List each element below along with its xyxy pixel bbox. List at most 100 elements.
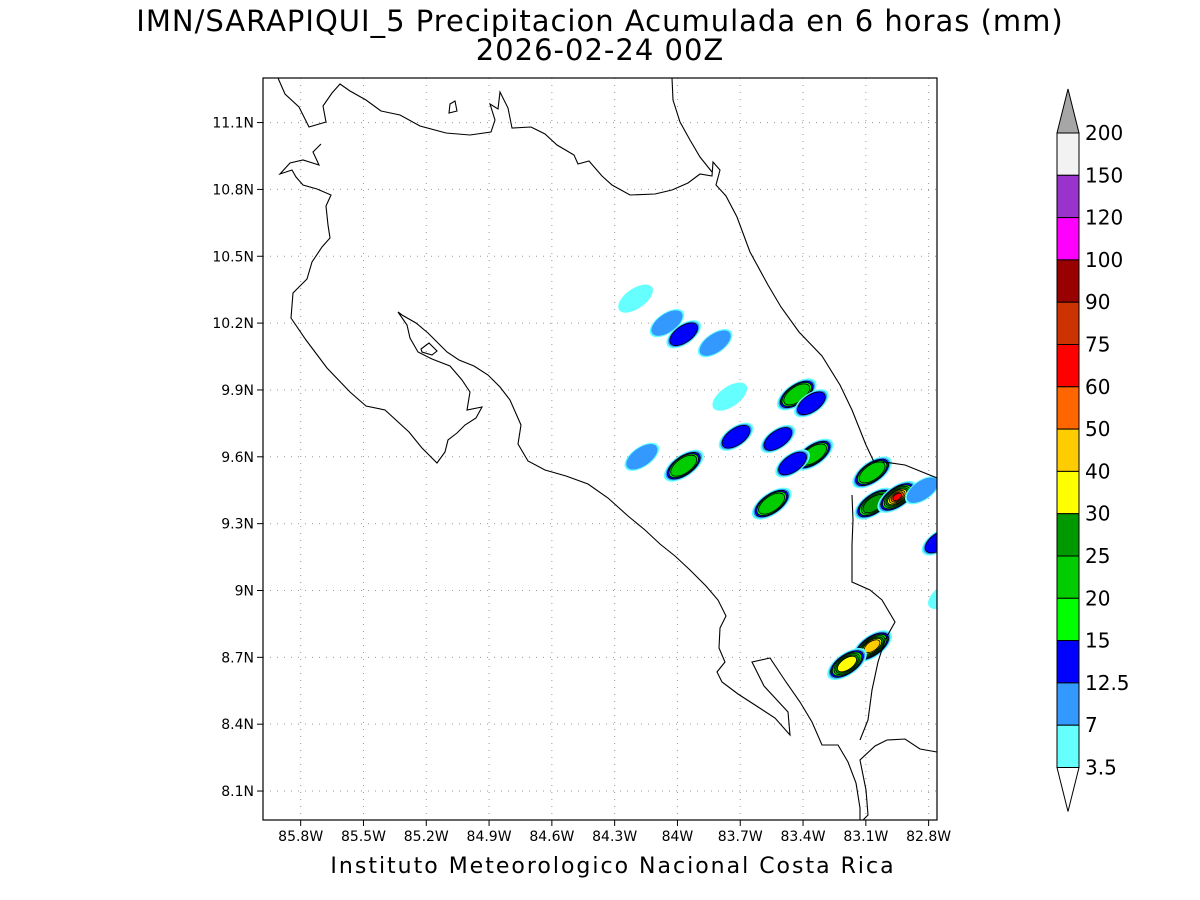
legend-label: 150 bbox=[1085, 163, 1123, 187]
precip-contour bbox=[941, 690, 978, 723]
legend-label: 25 bbox=[1085, 544, 1110, 568]
lat-tick-label: 10.5N bbox=[212, 249, 254, 265]
legend-label: 50 bbox=[1085, 417, 1110, 441]
legend-label: 90 bbox=[1085, 290, 1110, 314]
lat-tick-label: 8.4N bbox=[221, 717, 254, 733]
lon-tick-label: 83.4W bbox=[781, 829, 826, 845]
legend-label: 20 bbox=[1085, 586, 1110, 610]
precip-cell bbox=[697, 329, 733, 358]
precip-contour bbox=[758, 492, 786, 515]
panama-border bbox=[851, 494, 896, 741]
precip-cell bbox=[649, 309, 685, 338]
legend-label: 120 bbox=[1085, 206, 1123, 230]
precip-contour bbox=[712, 382, 748, 411]
lon-tick-label: 84.9W bbox=[467, 829, 512, 845]
precip-cell bbox=[904, 476, 937, 505]
lat-tick-label: 9.6N bbox=[221, 450, 254, 466]
precip-contour bbox=[946, 655, 982, 687]
legend-label: 200 bbox=[1085, 121, 1123, 145]
legend-swatch bbox=[1056, 132, 1080, 176]
lon-tick-label: 85.2W bbox=[404, 829, 449, 845]
coastlines bbox=[277, 78, 937, 820]
gulf-of-nicoya-island bbox=[420, 342, 438, 356]
legend-label: 100 bbox=[1085, 248, 1123, 272]
precip-contour bbox=[939, 688, 981, 725]
precip-cell bbox=[663, 449, 704, 482]
precip-contour bbox=[651, 310, 683, 336]
lon-tick-label: 83.1W bbox=[843, 829, 888, 845]
precip-cell bbox=[948, 593, 992, 632]
legend-label: 15 bbox=[1085, 629, 1110, 653]
precip-cell bbox=[618, 284, 653, 313]
precip-contour bbox=[797, 391, 826, 416]
precip-contour bbox=[935, 684, 985, 728]
lat-tick-label: 8.7N bbox=[221, 650, 254, 666]
map-date: 2026-02-24 00Z bbox=[475, 33, 725, 67]
precip-cell bbox=[921, 527, 937, 556]
precip-cell bbox=[760, 424, 796, 454]
legend-label: 12.5 bbox=[1085, 671, 1130, 695]
precipitation-field bbox=[618, 284, 992, 728]
precip-contour bbox=[948, 593, 992, 632]
lon-tick-label: 84W bbox=[662, 829, 694, 845]
legend-swatch bbox=[1056, 174, 1080, 219]
legend-over-arrow bbox=[1056, 88, 1080, 134]
credit-text: Instituto Meteorologico Nacional Costa R… bbox=[330, 854, 896, 879]
legend-label: 60 bbox=[1085, 375, 1110, 399]
legend-swatch bbox=[1056, 513, 1080, 557]
precip-cell bbox=[877, 480, 918, 513]
lat-tick-label: 10.2N bbox=[212, 316, 254, 332]
precip-contour bbox=[944, 653, 984, 689]
precip-contour bbox=[942, 651, 986, 690]
precip-cell bbox=[712, 382, 748, 411]
legend-swatch bbox=[1056, 301, 1080, 346]
color-legend: 3.5 7 12.5 15 20 25 30 40 50 60 75 90 100 120 150 200 bbox=[1056, 88, 1130, 812]
precip-contour bbox=[924, 529, 937, 554]
precip-contour bbox=[892, 492, 903, 502]
lon-tick-label: 84.6W bbox=[529, 829, 574, 845]
precip-contour bbox=[778, 451, 807, 476]
lat-tick-label: 11.1N bbox=[212, 116, 254, 132]
precip-cell bbox=[718, 422, 754, 451]
lat-tick-label: 9.3N bbox=[221, 517, 254, 533]
lon-tick-label: 84.3W bbox=[592, 829, 637, 845]
legend-swatch bbox=[1056, 724, 1080, 769]
legend-swatch bbox=[1056, 555, 1080, 599]
map-frame bbox=[262, 77, 938, 821]
precip-contour bbox=[618, 284, 653, 313]
lat-tick-label: 9.9N bbox=[221, 383, 254, 399]
legend-swatch bbox=[1056, 344, 1080, 388]
legend-label: 3.5 bbox=[1085, 756, 1117, 780]
precip-cell bbox=[827, 648, 867, 680]
precip-contour bbox=[953, 597, 989, 629]
axis-labels: 11.1N 10.8N 10.5N 10.2N 9.9N 9.6N 9.3N 9N 8.7N 8.… bbox=[212, 116, 951, 845]
lat-tick-label: 9N bbox=[235, 583, 254, 599]
precip-contour bbox=[669, 322, 699, 347]
precip-contour bbox=[837, 655, 857, 673]
legend-swatch bbox=[1056, 428, 1080, 472]
lat-tick-label: 8.1N bbox=[221, 784, 254, 800]
precip-contour bbox=[906, 477, 937, 503]
precip-cell bbox=[775, 449, 810, 478]
legend-swatch bbox=[1056, 597, 1080, 642]
precip-contour bbox=[626, 444, 658, 470]
precip-cell bbox=[852, 630, 892, 663]
lon-tick-label: 83.7W bbox=[718, 829, 763, 845]
lake-nicaragua-island bbox=[448, 100, 458, 114]
legend-swatch bbox=[1056, 217, 1080, 261]
costa-rica-coastline-outline bbox=[277, 78, 937, 820]
lon-tick-label: 85.5W bbox=[341, 829, 386, 845]
legend-swatch bbox=[1056, 386, 1080, 430]
precip-contour bbox=[943, 692, 976, 721]
legend-swatch bbox=[1056, 640, 1080, 684]
precip-contour bbox=[951, 595, 991, 631]
precip-cell bbox=[666, 320, 702, 349]
precip-cell bbox=[794, 389, 829, 418]
precip-contour bbox=[937, 686, 983, 727]
lat-tick-label: 10.8N bbox=[212, 182, 254, 198]
precip-contour bbox=[763, 427, 793, 451]
precip-cell bbox=[852, 456, 892, 489]
map-title: IMN/SARAPIQUI_5 Precipitacion Acumulada … bbox=[136, 4, 1064, 38]
legend-under-arrow bbox=[1056, 767, 1080, 812]
legend-label: 40 bbox=[1085, 459, 1110, 483]
